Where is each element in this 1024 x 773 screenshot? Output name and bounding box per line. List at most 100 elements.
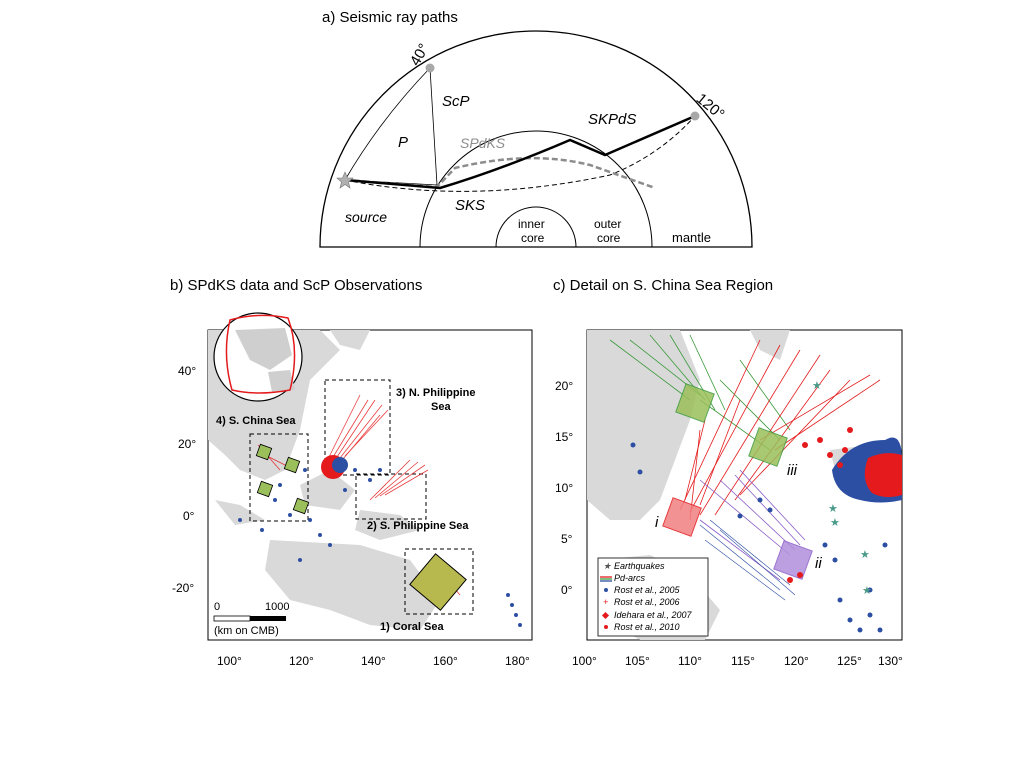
region-labels: 4) S. China Sea 3) N. Philippine Sea 2) … [216, 387, 475, 633]
x-tick-b-4: 180° [505, 654, 530, 668]
map-c-y-axis: 20° 15° 10° 5° 0° [555, 379, 573, 597]
red-patch-c [864, 453, 902, 498]
earthquake-stars-c: ★ ★ ★ ★ ★ [812, 380, 872, 597]
legend-c [597, 557, 709, 637]
ray-sks [344, 115, 696, 192]
box-label-i: i [655, 514, 659, 531]
y-tick-b-3: -20° [172, 581, 194, 595]
svg-text:★: ★ [862, 585, 872, 597]
legend-rost-2005: Rost et al., 2005 [614, 585, 681, 595]
region-boxes [249, 379, 474, 615]
label-mantle: mantle [672, 230, 711, 245]
x-tick-c-6: 130° [878, 654, 903, 668]
x-tick-b-3: 160° [433, 654, 458, 668]
y-tick-b-2: 0° [183, 509, 195, 523]
region-box-n-philippine-sea [324, 379, 391, 476]
label-inner-core-2: core [521, 231, 545, 245]
x-tick-c-1: 105° [625, 654, 650, 668]
label-sks: SKS [455, 197, 485, 214]
svg-text:★: ★ [860, 549, 870, 561]
inset-globe-land [235, 328, 295, 392]
ray-skpds [344, 114, 696, 190]
region-label-coral-sea: 1) Coral Sea [380, 621, 444, 633]
scale-zero: 0 [214, 601, 220, 613]
y-tick-c-3: 5° [561, 532, 573, 546]
blue-rays-c [699, 519, 796, 601]
scale-bar: 0 1000 (km on CMB) [213, 601, 289, 637]
station-120-marker [690, 111, 700, 121]
panel-a: a) Seismic ray paths 40° 120° P ScP SPdK… [319, 9, 753, 248]
ray-spdks [344, 156, 656, 190]
source-star-icon [336, 171, 354, 189]
legend-c-items: ★ Earthquakes Pd-arcs Rost et al., 2005 … [600, 561, 693, 632]
label-outer-core-2: core [597, 231, 621, 245]
box-label-iii: iii [787, 462, 798, 479]
x-tick-b-0: 100° [217, 654, 242, 668]
region-label-n-philippine-2: Sea [431, 401, 451, 413]
x-tick-b-2: 140° [361, 654, 386, 668]
label-scp: ScP [442, 93, 470, 110]
legend-rost-2006: Rost et al., 2006 [614, 597, 680, 607]
map-b-x-axis: 100° 120° 140° 160° 180° [217, 654, 530, 668]
earthquake-dots-b [238, 468, 522, 627]
legend-rost-2010: Rost et al., 2010 [614, 622, 680, 632]
panel-b-title: b) SPdKS data and ScP Observations [170, 277, 422, 294]
earthquake-dots-c [630, 442, 888, 633]
x-tick-c-0: 100° [572, 654, 597, 668]
y-tick-c-2: 10° [555, 481, 573, 495]
region-label-n-philippine-1: 3) N. Philippine [396, 387, 475, 399]
ray-p [344, 67, 431, 181]
y-tick-b-0: 40° [178, 364, 196, 378]
region-box-s-philippine-sea [355, 473, 427, 520]
region-label-s-philippine-sea: 2) S. Philippine Sea [367, 520, 469, 532]
region-box-s-china-sea [249, 433, 309, 522]
svg-text:★: ★ [603, 561, 612, 571]
earth-surface-arc [319, 30, 753, 248]
y-tick-c-1: 15° [555, 430, 573, 444]
legend-earthquakes: Earthquakes [614, 561, 665, 571]
inner-core-boundary [495, 206, 577, 248]
box-i [662, 497, 702, 537]
x-tick-c-3: 115° [731, 654, 755, 668]
y-tick-c-0: 20° [555, 379, 573, 393]
y-tick-b-1: 20° [178, 437, 196, 451]
panel-b: b) SPdKS data and ScP Observations [170, 277, 533, 668]
x-tick-c-5: 125° [837, 654, 862, 668]
ray-fan-b [257, 394, 461, 596]
panel-a-title: a) Seismic ray paths [322, 9, 458, 26]
svg-text:★: ★ [828, 503, 838, 515]
ray-scp [344, 67, 438, 186]
scale-max: 1000 [265, 601, 289, 613]
legend-idehara-2007: Idehara et al., 2007 [614, 610, 693, 620]
red-dots-c [787, 427, 853, 583]
box-ii [773, 540, 813, 580]
panel-c-title: c) Detail on S. China Sea Region [553, 277, 773, 294]
box-green-c1 [675, 383, 715, 423]
label-inner-core-1: inner [518, 217, 545, 231]
x-tick-c-2: 110° [678, 654, 702, 668]
box-iii [748, 427, 788, 467]
region-box-coral-sea [404, 548, 474, 615]
x-tick-c-4: 120° [784, 654, 809, 668]
map-b-y-axis: 40° 20° 0° -20° [172, 364, 196, 595]
label-p: P [398, 134, 408, 151]
core-mantle-boundary [419, 130, 653, 248]
blue-patch-b [332, 457, 348, 473]
legend-pd-arcs: Pd-arcs [614, 573, 646, 583]
label-source: source [345, 209, 387, 225]
label-outer-core-1: outer [594, 217, 621, 231]
x-tick-b-1: 120° [289, 654, 314, 668]
panel-c: c) Detail on S. China Sea Region i i [553, 277, 903, 668]
region-label-s-china-sea: 4) S. China Sea [216, 415, 296, 427]
svg-text:+: + [603, 597, 608, 607]
label-spdks: SPdKS [460, 135, 506, 151]
green-boxes-b [255, 443, 310, 515]
label-skpds: SKPdS [588, 111, 636, 128]
box-label-ii: ii [815, 555, 822, 572]
scale-unit: (km on CMB) [214, 625, 279, 637]
purple-rays-c [699, 469, 806, 581]
station-40-marker [425, 63, 435, 73]
coral-sea-patch [409, 553, 467, 611]
inset-study-area [225, 314, 296, 394]
